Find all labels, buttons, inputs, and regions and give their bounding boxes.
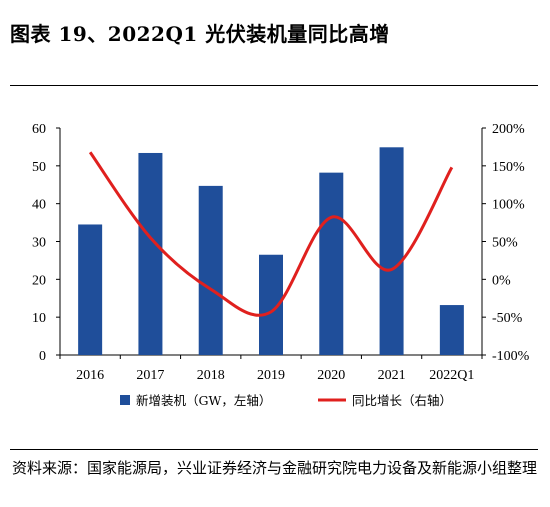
x-tick-label: 2021 — [378, 368, 406, 383]
x-tick-label: 2020 — [317, 368, 345, 383]
x-tick-label: 2017 — [136, 368, 164, 383]
bar-series — [78, 147, 464, 355]
right-tick-label: 0% — [492, 273, 511, 288]
right-tick-label: 100% — [492, 198, 525, 213]
left-tick-label: 10 — [32, 311, 46, 326]
left-tick-label: 0 — [39, 349, 46, 364]
left-tick-label: 50 — [32, 160, 46, 175]
bar — [319, 172, 344, 355]
x-tick-label: 2018 — [197, 368, 225, 383]
x-tick-label: 2022Q1 — [429, 368, 474, 383]
source-note: 资料来源：国家能源局，兴业证券经济与金融研究院电力设备及新能源小组整理 — [12, 459, 538, 477]
x-tick-label: 2016 — [76, 368, 104, 383]
left-tick-label: 40 — [32, 198, 46, 213]
title-rule — [10, 85, 538, 86]
chart-canvas: 0 10 20 30 40 50 60 -100% -50% 0% 50% 100% 150% 200% 2… — [32, 122, 530, 408]
right-tick-label: 50% — [492, 236, 518, 251]
legend-label-line: 同比增长（右轴） — [352, 393, 452, 408]
legend-label-bar: 新增装机（GW，左轴） — [136, 393, 271, 408]
right-tick-label: 200% — [492, 122, 525, 137]
bar — [138, 152, 163, 355]
source-rule — [10, 449, 538, 450]
left-tick-label: 20 — [32, 273, 46, 288]
right-tick-label: -50% — [492, 311, 523, 326]
left-tick-label: 30 — [32, 236, 46, 251]
right-tick-label: -100% — [492, 349, 530, 364]
chart-legend: 新增装机（GW，左轴） 同比增长（右轴） — [120, 393, 452, 408]
legend-swatch-bar — [120, 395, 130, 405]
right-tick-label: 150% — [492, 160, 525, 175]
bar — [439, 305, 464, 355]
x-tick-label: 2019 — [257, 368, 285, 383]
figure-title: 图表 19、2022Q1 光伏装机量同比高增 — [10, 22, 390, 46]
bar — [78, 224, 103, 355]
tick-labels: 0 10 20 30 40 50 60 -100% -50% 0% 50% 100% 150% 200% 2… — [32, 122, 530, 383]
left-tick-label: 60 — [32, 122, 46, 137]
bar — [379, 147, 404, 355]
bar — [198, 185, 223, 355]
yoy-growth-line — [88, 151, 454, 317]
line-series — [88, 151, 454, 317]
